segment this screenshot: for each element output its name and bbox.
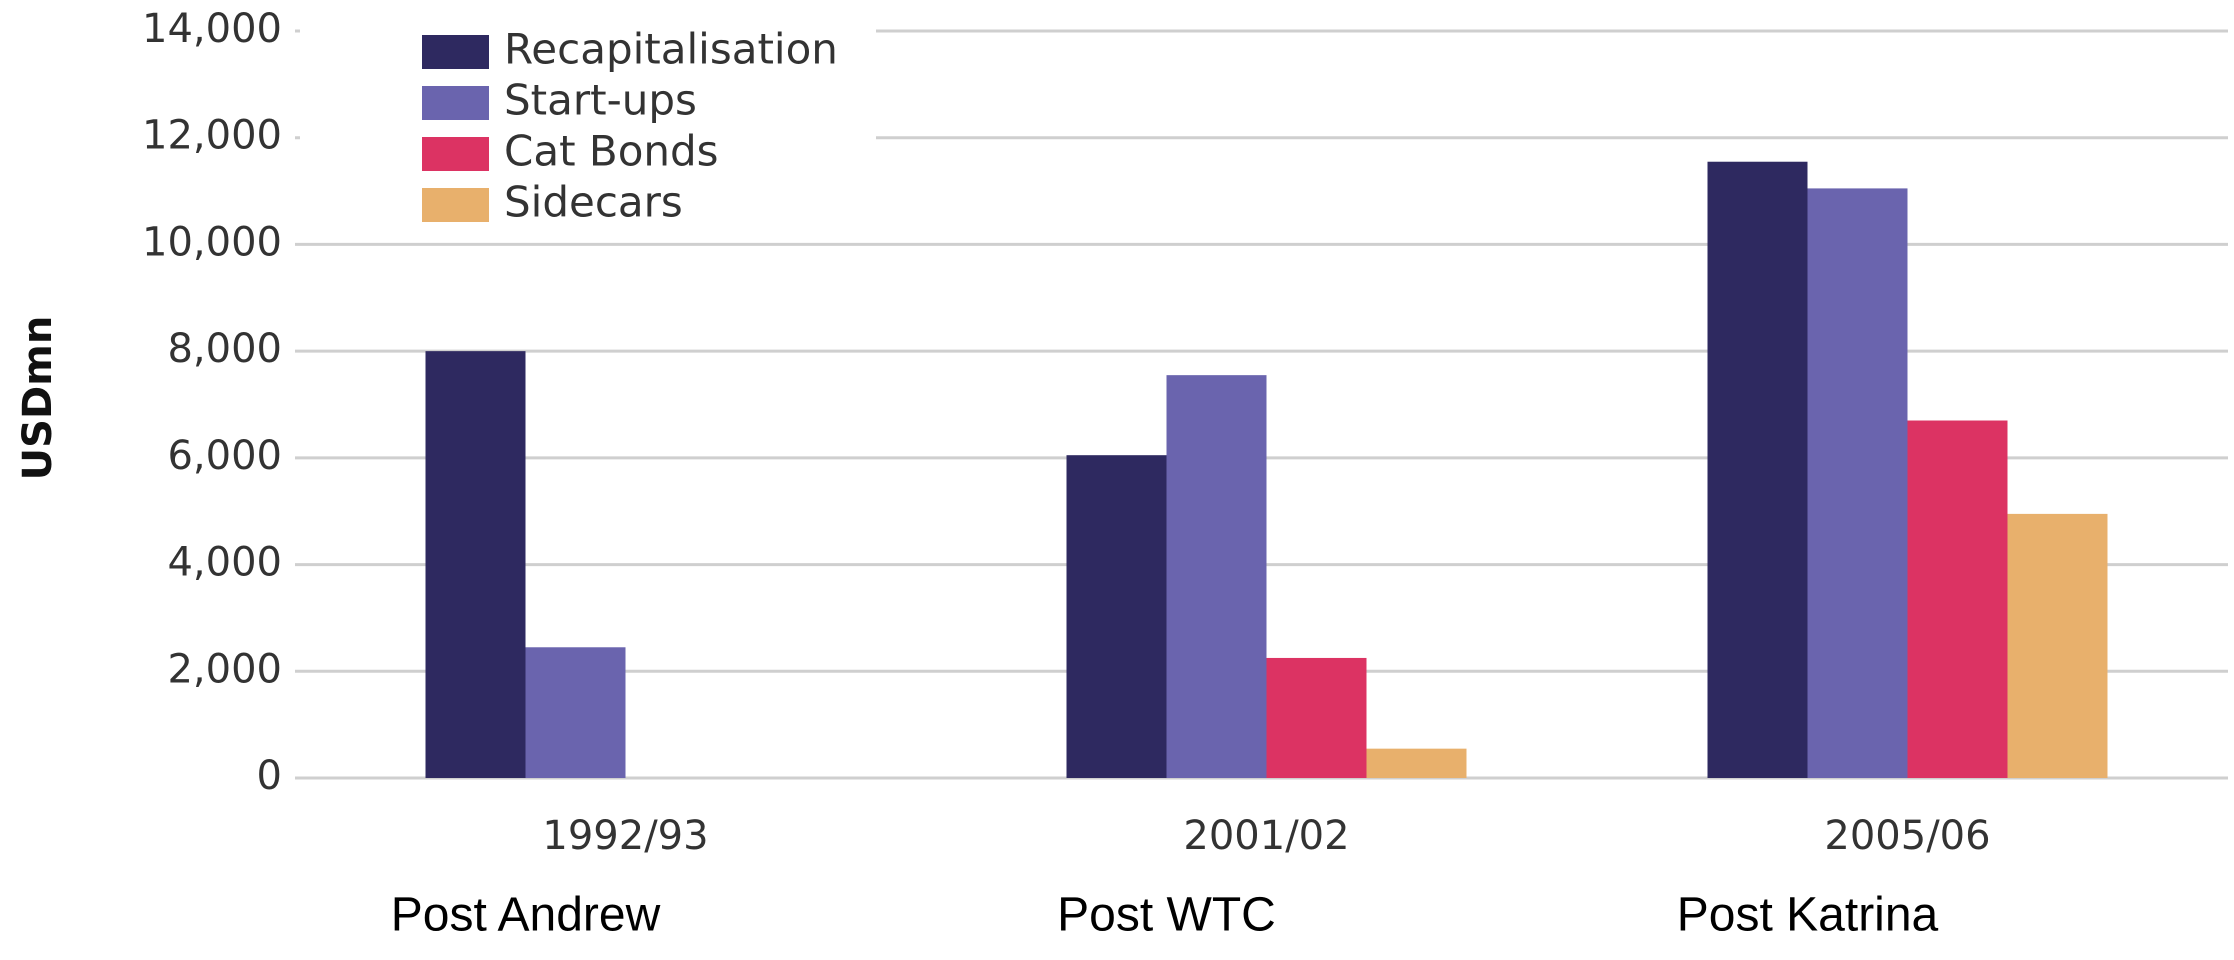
y-tick-label: 12,000 [142, 113, 282, 159]
legend-swatch [422, 86, 489, 120]
y-tick-label: 4,000 [167, 540, 282, 586]
legend-swatch [422, 188, 489, 222]
y-tick-label: 14,000 [142, 6, 282, 52]
bar [1166, 375, 1267, 778]
x-tick-label: 1992/93 [542, 813, 708, 859]
y-tick-label: 10,000 [142, 219, 282, 265]
y-tick-label: 2,000 [167, 646, 282, 692]
bar [1366, 748, 1467, 778]
legend-label: Recapitalisation [504, 25, 838, 74]
legend-label: Start-ups [504, 76, 697, 125]
bar [1066, 455, 1167, 778]
bar [1907, 420, 2008, 778]
y-tick-label: 0 [257, 753, 282, 799]
bar [525, 647, 626, 778]
bar [1707, 161, 1808, 779]
bar [1807, 188, 1908, 778]
legend-swatch [422, 137, 489, 171]
y-tick-label: 6,000 [167, 433, 282, 479]
bar [425, 351, 526, 778]
legend-swatch [422, 35, 489, 69]
legend-label: Cat Bonds [504, 127, 719, 176]
x-tick-label: 2001/02 [1183, 813, 1349, 859]
bar [2007, 513, 2108, 778]
category-annotation: Post Andrew [391, 889, 661, 942]
y-axis-label: USDmn [15, 316, 61, 481]
legend-label: Sidecars [504, 178, 683, 227]
y-tick-label: 8,000 [167, 326, 282, 372]
bar [1266, 657, 1367, 778]
category-annotation: Post Katrina [1677, 889, 1939, 942]
x-tick-label: 2005/06 [1824, 813, 1990, 859]
legend-background [300, 0, 876, 232]
category-annotation: Post WTC [1057, 889, 1276, 942]
